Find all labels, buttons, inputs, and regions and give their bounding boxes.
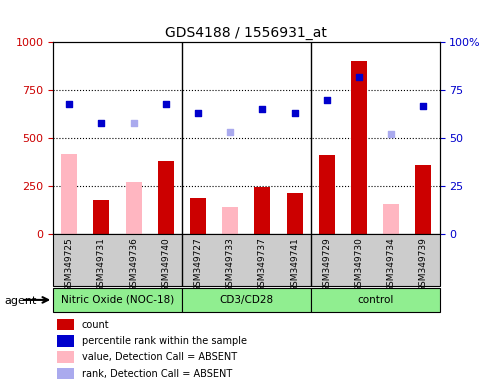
Point	[194, 110, 202, 116]
Text: GSM349731: GSM349731	[97, 237, 106, 292]
Text: GSM349741: GSM349741	[290, 237, 299, 291]
Point	[323, 97, 331, 103]
Bar	[93, 200, 110, 234]
Bar	[61, 154, 77, 234]
Point	[258, 106, 266, 113]
Bar	[222, 207, 238, 234]
Text: percentile rank within the sample: percentile rank within the sample	[82, 336, 247, 346]
Point	[355, 74, 363, 80]
Text: GSM349740: GSM349740	[161, 237, 170, 291]
Text: control: control	[357, 295, 393, 305]
Point	[227, 129, 234, 136]
Text: agent: agent	[5, 296, 37, 306]
Bar	[351, 61, 367, 234]
Bar	[415, 165, 431, 234]
Bar	[286, 193, 303, 234]
Text: GSM349739: GSM349739	[419, 237, 428, 292]
FancyBboxPatch shape	[311, 288, 440, 312]
Text: rank, Detection Call = ABSENT: rank, Detection Call = ABSENT	[82, 369, 232, 379]
FancyBboxPatch shape	[53, 288, 182, 312]
Bar	[57, 368, 73, 379]
Point	[387, 131, 395, 137]
Point	[291, 110, 298, 116]
Text: GSM349730: GSM349730	[355, 237, 364, 292]
Bar	[158, 161, 174, 234]
Bar	[57, 351, 73, 363]
Text: GSM349733: GSM349733	[226, 237, 235, 292]
Text: GSM349727: GSM349727	[194, 237, 202, 291]
Text: CD3/CD28: CD3/CD28	[219, 295, 273, 305]
Point	[130, 120, 138, 126]
Text: count: count	[82, 319, 110, 329]
Bar	[383, 205, 399, 234]
Bar	[57, 335, 73, 347]
Bar	[126, 182, 142, 234]
Title: GDS4188 / 1556931_at: GDS4188 / 1556931_at	[165, 26, 327, 40]
Bar	[190, 198, 206, 234]
Point	[162, 101, 170, 107]
Bar	[57, 319, 73, 331]
Bar	[319, 155, 335, 234]
Text: GSM349734: GSM349734	[387, 237, 396, 291]
Text: GSM349737: GSM349737	[258, 237, 267, 292]
Text: GSM349725: GSM349725	[65, 237, 74, 291]
Point	[420, 103, 427, 109]
FancyBboxPatch shape	[182, 288, 311, 312]
Text: GSM349736: GSM349736	[129, 237, 138, 292]
Point	[65, 101, 73, 107]
Text: GSM349729: GSM349729	[322, 237, 331, 291]
Text: Nitric Oxide (NOC-18): Nitric Oxide (NOC-18)	[61, 295, 174, 305]
Point	[98, 120, 105, 126]
Text: value, Detection Call = ABSENT: value, Detection Call = ABSENT	[82, 352, 237, 362]
Bar	[255, 187, 270, 234]
